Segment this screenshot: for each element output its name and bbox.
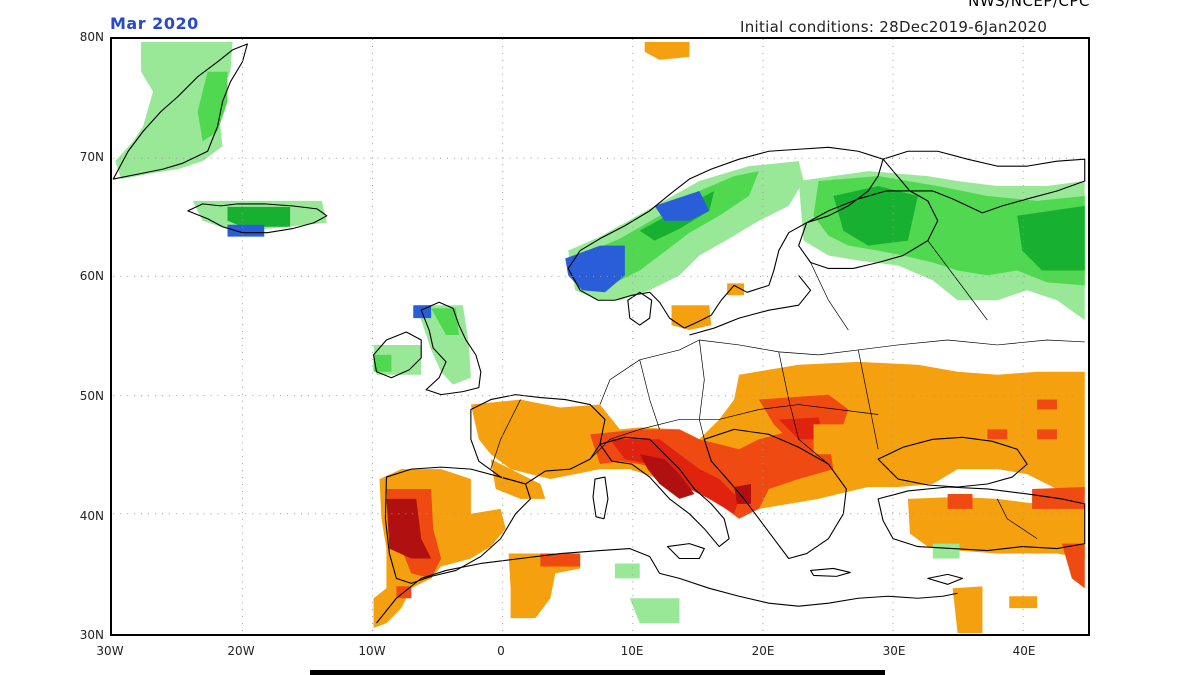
anomaly-region-red-orange [1061,543,1085,589]
coastline-turkey [877,486,1086,552]
anomaly-shading [115,41,1085,634]
lat-label: 60N [79,269,104,283]
anomaly-region-blue [227,224,265,237]
anomaly-region-orange [671,305,712,331]
anomaly-region-dark-green [1017,205,1085,271]
lat-label: 70N [79,150,104,164]
coastline-iceland [187,203,328,234]
lat-label: 50N [79,389,104,403]
anomaly-region-dark-red [639,454,695,499]
lon-label: 0 [497,644,505,658]
coastline-crete [810,567,851,577]
coastline-north-africa [376,548,958,624]
coastline-italy [599,436,730,548]
anomaly-region-blue [565,245,625,293]
anomaly-region-red-orange [1037,399,1057,410]
anomaly-region-light-green [932,543,960,559]
lon-label: 10E [620,644,644,658]
coastline-france [470,394,606,485]
anomaly-region-red-orange [947,493,973,509]
coastline-cyprus [927,573,964,585]
anomaly-region-orange [907,496,1085,559]
country-borders [490,240,1085,539]
lon-label: 20E [751,644,775,658]
anomaly-region-orange [727,283,745,296]
lat-label: 30N [79,628,104,642]
anomaly-region-orange [952,586,983,634]
anomaly-region-red [778,417,824,440]
anomaly-region-orange [813,424,844,455]
lat-label: 80N [79,30,104,44]
anomaly-region-light-green [629,598,680,624]
forecast-map [112,39,1087,634]
lon-label: 30E [882,644,906,658]
lon-label: 20W [227,644,255,658]
anomaly-region-green [431,308,459,336]
lat-lon-grid [113,39,1087,634]
coastline-sardinia [592,476,609,520]
anomaly-region-red-orange [987,429,1008,440]
anomaly-region-green [373,354,392,372]
anomaly-region-dark-red [734,484,751,504]
coastline-greenland [112,43,248,180]
anomaly-region-dark-red [386,498,432,559]
anomaly-region-green [197,71,228,142]
lon-label: 40E [1012,644,1036,658]
coastline-denmark [627,291,653,326]
anomaly-region-dark-green [227,206,291,227]
coastline-black-sea [877,436,1028,488]
anomaly-region-red-orange [1037,429,1057,440]
anomaly-region-orange [508,553,581,619]
lon-label: 10W [358,644,386,658]
anomaly-region-light-green [614,563,640,579]
coastline-ireland [372,331,422,379]
colorbar-strip [310,670,885,675]
initial-conditions: Initial conditions: 28Dec2019-6Jan2020 [740,18,1048,36]
coastline-baltic [689,275,812,336]
map-panel [110,37,1090,636]
lon-label: 30W [96,644,124,658]
coastline-sicily [666,543,705,560]
anomaly-region-light-green [115,41,233,180]
anomaly-region-blue [654,190,710,221]
coastline-north-russia [882,150,1086,214]
anomaly-region-orange [644,41,690,60]
anomaly-region-red-orange [540,553,581,567]
coastline-great-britain [420,301,482,396]
coastline-balkans [703,428,847,560]
forecast-month: Mar 2020 [110,14,199,33]
coastline-iberia [384,466,532,584]
lat-label: 40N [79,509,104,523]
header-agency-partial: NWS/NCEP/CPC [968,0,1090,10]
anomaly-region-orange [490,459,546,499]
